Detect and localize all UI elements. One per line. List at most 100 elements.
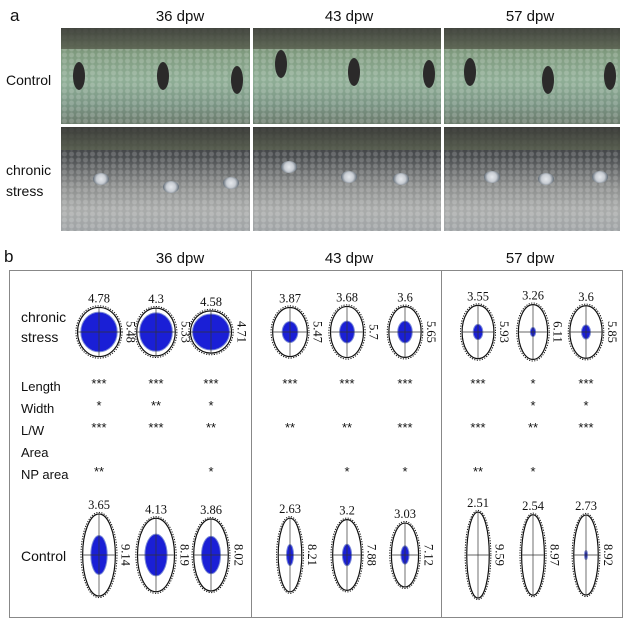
control-ellipse-0-2: 3.86 8.02 <box>191 503 245 594</box>
panel-a-timepoint-43: 43 dpw <box>324 8 374 25</box>
photo-control-43dpw <box>252 27 442 125</box>
stress-ellipse-1-2: 3.6 5.65 <box>386 291 438 360</box>
stress-ellipse-1-1: 3.68 5.7 <box>328 290 381 360</box>
panel-b-timepoint-43: 43 dpw <box>324 250 374 267</box>
control-ellipse-2-2: 2.73 8.92 <box>571 499 615 598</box>
control-ellipse-2-1: 2.54 8.97 <box>519 499 561 598</box>
significance-mark: * <box>530 398 536 413</box>
significance-mark: ** <box>472 464 484 479</box>
control-ellipse-0-1: 4.13 8.19 <box>135 502 192 594</box>
ellipse-ci-ring <box>464 509 492 601</box>
group-divider <box>441 270 442 617</box>
width-value: 3.03 <box>394 507 416 521</box>
stress-ellipse-2-2: 3.6 5.85 <box>567 290 619 361</box>
significance-mark: *** <box>282 376 298 391</box>
length-value: 6.11 <box>551 321 565 342</box>
width-value: 2.51 <box>467 496 489 510</box>
stress-ellipse-0-1: 4.3 5.33 <box>134 292 192 359</box>
length-value: 4.71 <box>235 321 249 343</box>
width-value: 4.3 <box>148 292 164 306</box>
control-ellipse-1-0: 2.63 8.21 <box>276 502 319 594</box>
ellipse-ci-ring <box>135 516 177 594</box>
ellipse-ci-ring <box>134 305 178 359</box>
significance-mark: * <box>402 464 408 479</box>
metric-label: L/W <box>21 423 45 438</box>
ellipse-ci-ring <box>519 512 547 598</box>
group-divider <box>251 270 252 617</box>
ellipse-ci-ring <box>328 304 366 360</box>
panel-b-control-label: Control <box>21 548 67 564</box>
ellipse-ci-ring <box>270 305 310 359</box>
photo-control-57dpw <box>443 27 621 125</box>
ellipse-ci-ring <box>459 303 497 361</box>
metric-label: Area <box>21 445 49 460</box>
length-value: 5.93 <box>497 321 511 343</box>
length-value: 7.12 <box>422 544 436 566</box>
length-value: 5.47 <box>310 321 324 343</box>
significance-mark: * <box>530 464 536 479</box>
width-value: 3.6 <box>397 291 413 305</box>
length-value: 8.21 <box>305 544 319 566</box>
length-value: 8.19 <box>178 544 192 566</box>
significance-mark: *** <box>203 376 219 391</box>
stress-ellipse-0-2: 4.58 4.71 <box>188 295 249 356</box>
significance-mark: *** <box>397 420 413 435</box>
width-value: 3.2 <box>339 504 355 518</box>
significance-mark: *** <box>91 420 107 435</box>
panel-a-stress-label-2: stress <box>6 183 44 199</box>
width-value: 4.13 <box>145 502 167 516</box>
significance-mark: * <box>530 376 536 391</box>
significance-mark: * <box>583 398 589 413</box>
length-value: 5.85 <box>605 321 619 343</box>
length-value: 8.02 <box>231 544 245 566</box>
significance-mark: ** <box>284 420 296 435</box>
significance-mark: *** <box>339 376 355 391</box>
ellipse-ci-ring <box>330 517 364 593</box>
panel-b-stress-label-1: chronic <box>21 309 67 325</box>
length-value: 5.33 <box>178 321 192 343</box>
length-value: 7.88 <box>364 544 378 566</box>
metric-label: Width <box>21 401 55 416</box>
ellipse-ci-ring <box>80 511 118 599</box>
width-value: 4.58 <box>200 295 222 309</box>
significance-mark: *** <box>397 376 413 391</box>
significance-mark: ** <box>205 420 217 435</box>
width-value: 3.55 <box>467 289 489 303</box>
ellipse-ci-ring <box>389 520 421 590</box>
length-value: 5.65 <box>424 321 438 343</box>
significance-mark: *** <box>470 376 486 391</box>
panel-b-timepoint-57: 57 dpw <box>505 250 555 267</box>
width-value: 3.87 <box>279 291 301 305</box>
width-value: 3.68 <box>336 290 358 304</box>
ellipse-ci-ring <box>276 516 304 594</box>
width-value: 3.65 <box>88 498 110 512</box>
significance-mark: ** <box>93 464 105 479</box>
stress-ellipse-2-0: 3.55 5.93 <box>459 289 511 361</box>
width-value: 2.73 <box>575 499 597 513</box>
panel-a-stress-label-1: chronic <box>6 162 52 178</box>
width-value: 3.86 <box>200 503 222 517</box>
panel-b-label: b <box>4 247 14 266</box>
significance-mark: ** <box>150 398 162 413</box>
significance-mark: * <box>208 398 214 413</box>
length-value: 9.14 <box>118 544 132 567</box>
significance-mark: *** <box>148 420 164 435</box>
ellipse-ci-ring <box>188 308 234 356</box>
panel-a-timepoint-36: 36 dpw <box>155 8 205 25</box>
length-value: 5.48 <box>123 321 137 343</box>
panel-b-frame <box>9 270 623 618</box>
width-value: 3.6 <box>578 290 594 304</box>
significance-mark: *** <box>578 420 594 435</box>
control-ellipse-2-0: 2.51 9.59 <box>464 496 506 601</box>
control-ellipse-1-1: 3.2 7.88 <box>330 504 378 593</box>
panel-b-stress-label-2: stress <box>21 329 59 345</box>
stress-ellipse-1-0: 3.87 5.47 <box>270 291 324 359</box>
ellipse-ci-ring <box>191 516 231 594</box>
length-value: 9.59 <box>492 544 506 566</box>
panel-a-timepoint-57: 57 dpw <box>505 8 555 25</box>
significance-mark: * <box>96 398 102 413</box>
panel-a-label: a <box>10 6 20 25</box>
width-value: 2.54 <box>522 499 545 513</box>
stress-ellipse-2-1: 3.26 6.11 <box>516 289 565 362</box>
